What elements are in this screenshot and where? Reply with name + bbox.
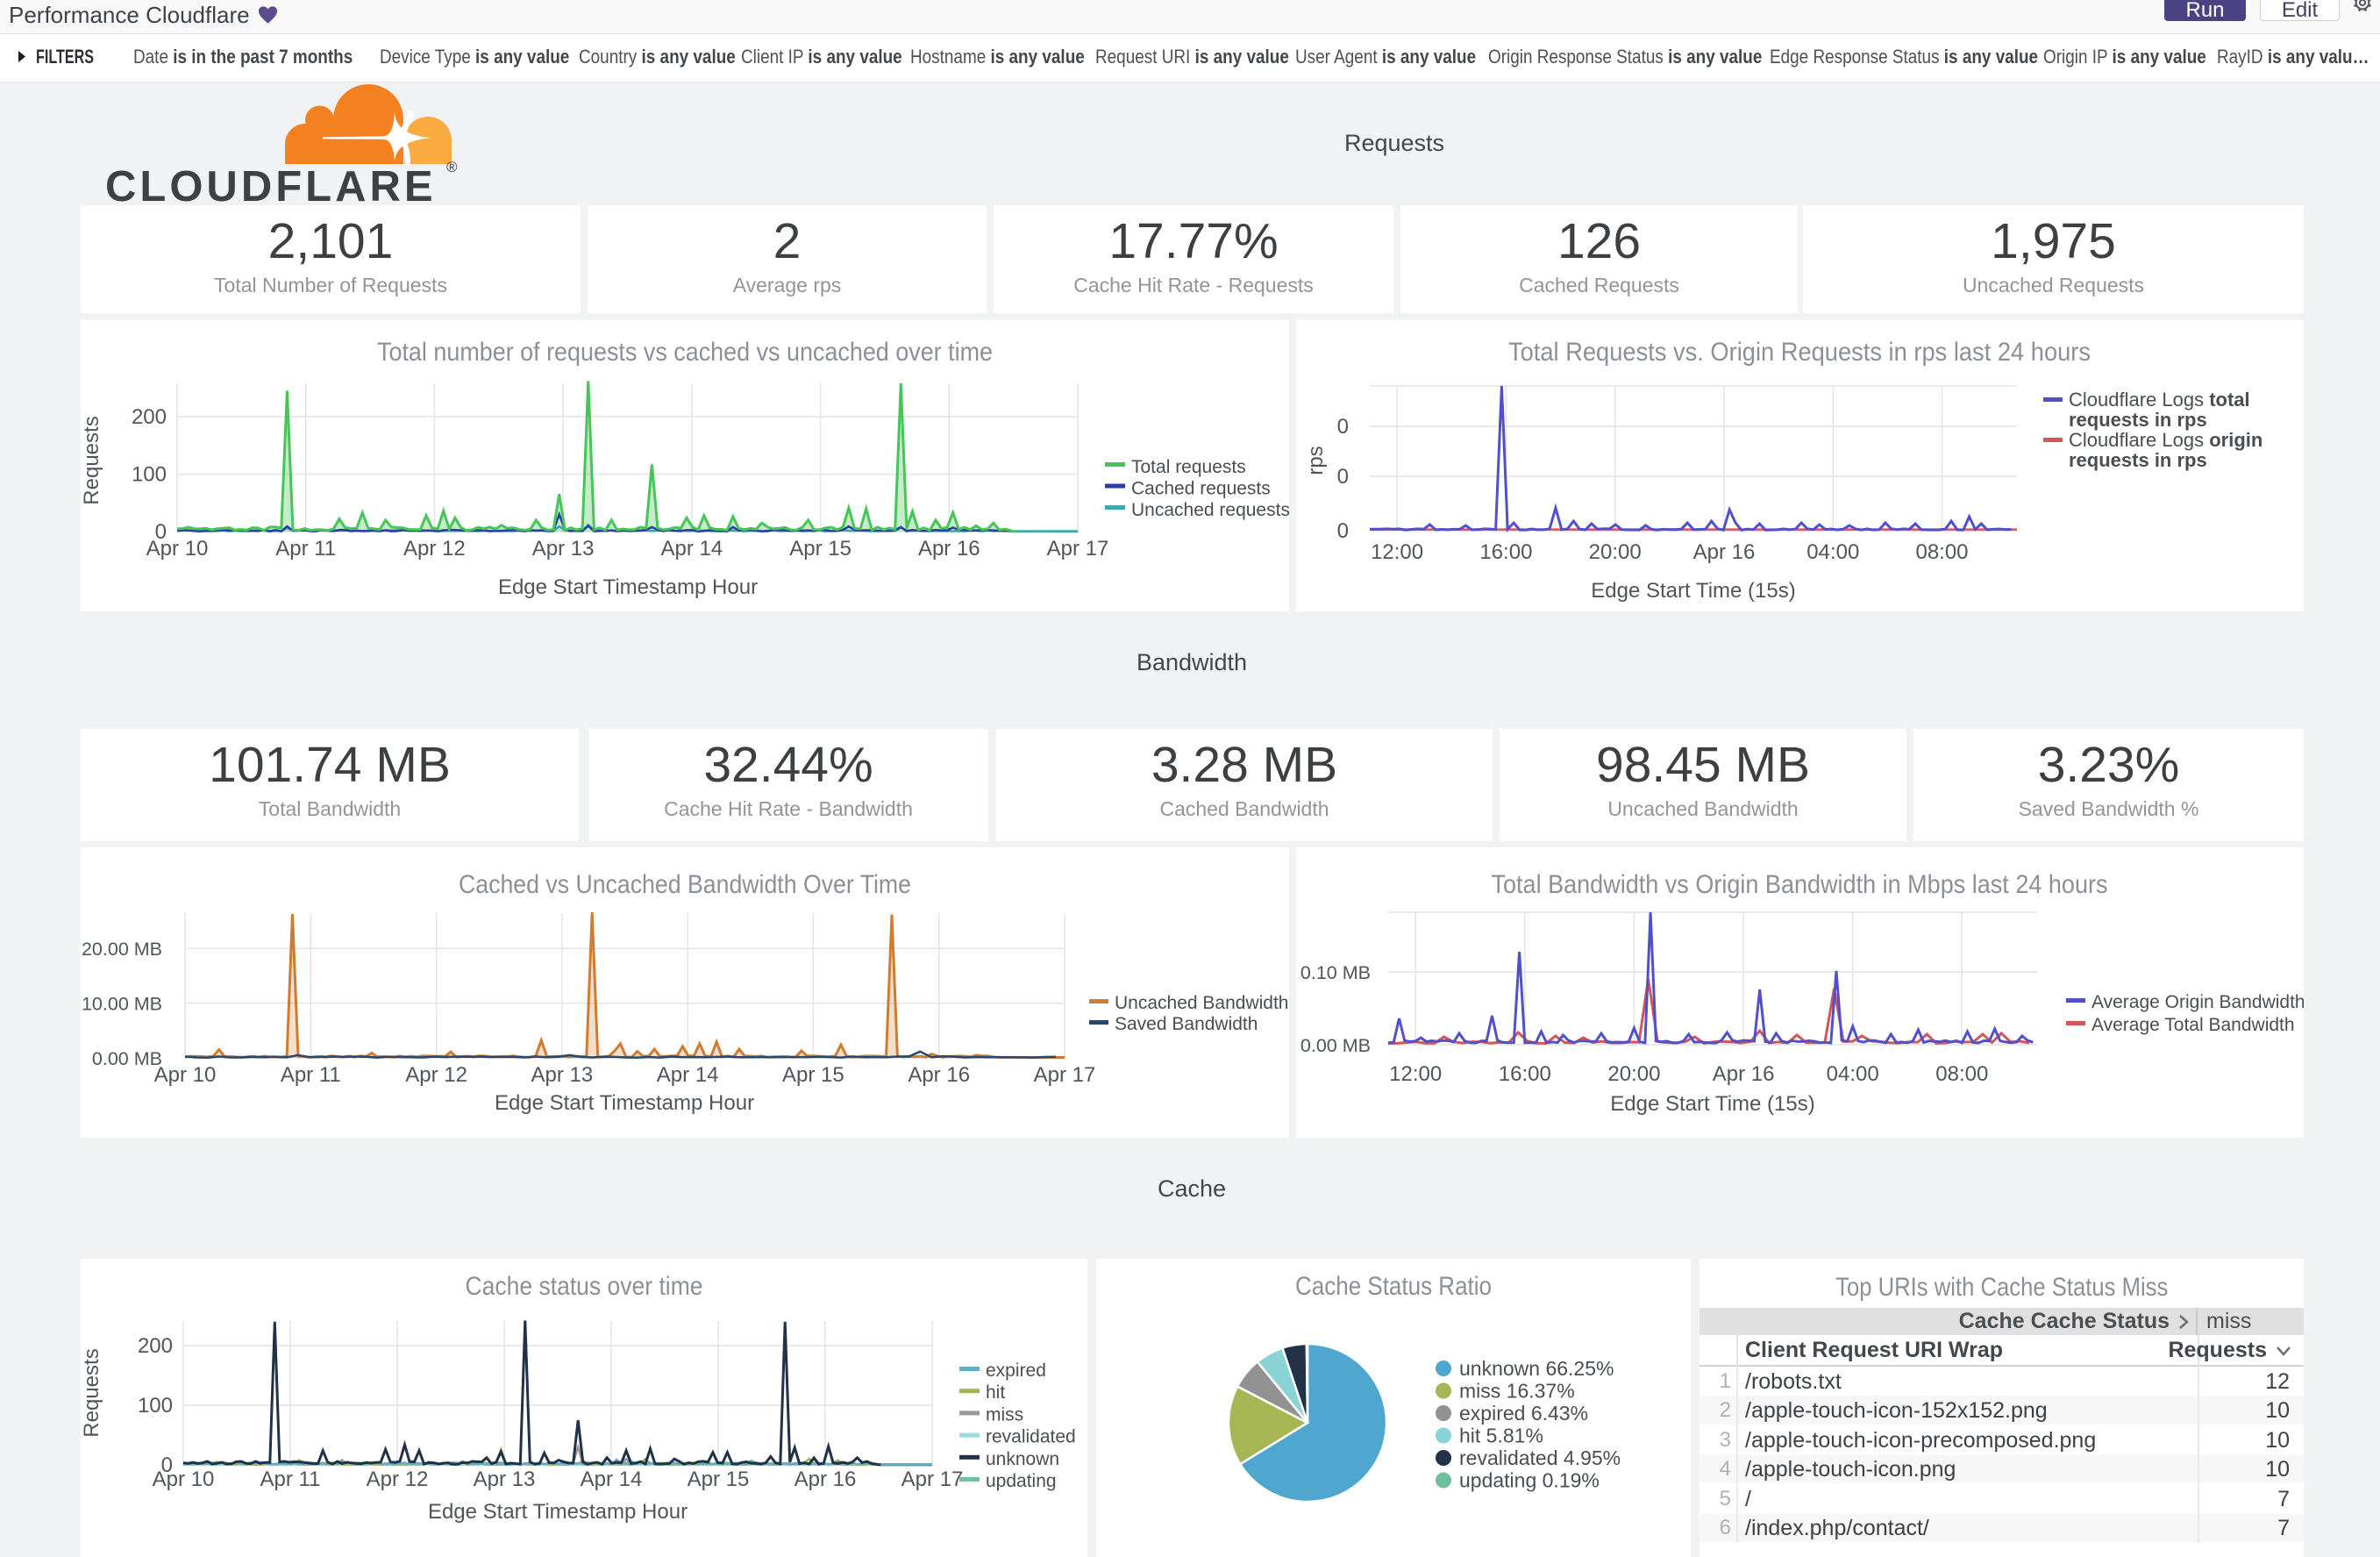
svg-text:Edge Start Timestamp Hour: Edge Start Timestamp Hour [495,1091,754,1115]
svg-text:Total Bandwidth vs Origin Band: Total Bandwidth vs Origin Bandwidth in M… [1492,870,2108,899]
svg-text:Edge Start Timestamp Hour: Edge Start Timestamp Hour [428,1500,688,1524]
svg-text:Apr 16: Apr 16 [1713,1062,1775,1086]
svg-text:Apr 13: Apr 13 [531,1063,594,1087]
svg-text:Edge Start Timestamp Hour: Edge Start Timestamp Hour [498,575,758,599]
svg-text:10.00 MB: 10.00 MB [82,994,162,1015]
svg-text:revalidated: revalidated [986,1427,1076,1447]
svg-text:Apr 13: Apr 13 [532,537,595,561]
svg-text:expired 6.43%: expired 6.43% [1459,1402,1588,1425]
svg-text:200: 200 [132,405,167,429]
svg-text:Apr 16: Apr 16 [918,537,980,561]
svg-text:0: 0 [155,520,167,544]
svg-text:Cloudflare Logs origin: Cloudflare Logs origin [2069,429,2262,451]
svg-text:08:00: 08:00 [1915,540,1968,564]
svg-text:16:00: 16:00 [1479,540,1532,564]
svg-text:08:00: 08:00 [1935,1062,1988,1086]
svg-text:04:00: 04:00 [1806,540,1859,564]
svg-text:expired: expired [986,1361,1046,1381]
svg-text:0: 0 [1337,519,1349,543]
svg-text:Apr 10: Apr 10 [154,1063,217,1087]
svg-text:04:00: 04:00 [1827,1062,1879,1086]
svg-text:Apr 12: Apr 12 [405,1063,467,1087]
svg-text:Saved Bandwidth: Saved Bandwidth [1115,1014,1258,1034]
svg-text:Apr 14: Apr 14 [581,1468,643,1491]
svg-text:200: 200 [138,1334,173,1358]
svg-text:Total number of requests vs ca: Total number of requests vs cached vs un… [377,338,993,367]
svg-text:20.00 MB: 20.00 MB [82,939,162,960]
svg-text:Apr 16: Apr 16 [1693,540,1756,564]
svg-text:hit: hit [986,1382,1005,1403]
svg-text:Apr 17: Apr 17 [901,1468,964,1491]
svg-text:100: 100 [132,463,167,487]
svg-text:unknown 66.25%: unknown 66.25% [1459,1357,1614,1380]
svg-text:Total requests: Total requests [1131,457,1246,477]
svg-text:Total Requests vs. Origin Requ: Total Requests vs. Origin Requests in rp… [1508,338,2091,367]
svg-text:miss 16.37%: miss 16.37% [1459,1380,1575,1403]
svg-text:Cloudflare Logs total: Cloudflare Logs total [2069,389,2250,411]
svg-text:rps: rps [1304,446,1328,475]
svg-text:updating: updating [986,1471,1057,1491]
svg-text:0: 0 [1337,415,1349,439]
svg-text:0: 0 [161,1453,173,1477]
svg-text:Apr 17: Apr 17 [1047,537,1109,561]
svg-text:Average Total Bandwidth: Average Total Bandwidth [2091,1015,2295,1035]
svg-text:Apr 10: Apr 10 [153,1468,215,1491]
svg-text:Requests: Requests [81,1348,103,1437]
svg-text:Apr 11: Apr 11 [275,537,336,561]
svg-text:12:00: 12:00 [1389,1062,1442,1086]
svg-text:Uncached Bandwidth: Uncached Bandwidth [1115,993,1288,1013]
svg-text:hit 5.81%: hit 5.81% [1459,1425,1543,1447]
svg-text:Apr 15: Apr 15 [789,537,852,561]
svg-text:requests in rps: requests in rps [2069,449,2207,471]
svg-text:Apr 11: Apr 11 [260,1468,321,1491]
svg-text:Apr 12: Apr 12 [403,537,466,561]
svg-text:revalidated 4.95%: revalidated 4.95% [1459,1446,1621,1469]
svg-text:Apr 16: Apr 16 [908,1063,970,1087]
svg-text:Apr 10: Apr 10 [146,537,209,561]
svg-text:updating 0.19%: updating 0.19% [1459,1469,1600,1492]
svg-text:0: 0 [1337,465,1349,489]
svg-text:0.10 MB: 0.10 MB [1300,962,1371,983]
svg-text:Edge Start Time (15s): Edge Start Time (15s) [1591,579,1795,603]
svg-text:®: ® [446,159,458,175]
svg-text:20:00: 20:00 [1607,1062,1660,1086]
svg-text:Apr 15: Apr 15 [688,1468,750,1491]
svg-text:Apr 14: Apr 14 [661,537,723,561]
svg-text:Uncached requests: Uncached requests [1131,500,1289,520]
svg-text:16:00: 16:00 [1499,1062,1551,1086]
svg-text:12:00: 12:00 [1371,540,1423,564]
svg-text:Cached vs Uncached Bandwidth O: Cached vs Uncached Bandwidth Over Time [459,870,911,899]
svg-text:requests in rps: requests in rps [2069,409,2207,431]
svg-text:0.00 MB: 0.00 MB [1300,1035,1371,1056]
svg-text:20:00: 20:00 [1589,540,1642,564]
svg-text:Apr 17: Apr 17 [1034,1063,1096,1087]
svg-text:Edge Start Time (15s): Edge Start Time (15s) [1610,1092,1814,1116]
svg-text:Apr 13: Apr 13 [474,1468,536,1491]
svg-text:Requests: Requests [81,416,103,504]
svg-text:100: 100 [138,1394,173,1418]
svg-text:Apr 16: Apr 16 [795,1468,857,1491]
svg-text:Apr 15: Apr 15 [782,1063,844,1087]
svg-text:miss: miss [986,1404,1023,1425]
svg-text:Apr 12: Apr 12 [367,1468,429,1491]
svg-text:0.00 MB: 0.00 MB [92,1048,162,1069]
svg-text:Cache Status Ratio: Cache Status Ratio [1295,1272,1492,1301]
svg-text:Cached requests: Cached requests [1131,479,1271,499]
svg-text:Apr 14: Apr 14 [657,1063,719,1087]
svg-text:Average Origin Bandwidth: Average Origin Bandwidth [2091,992,2304,1012]
svg-text:Cache status over time: Cache status over time [466,1272,703,1301]
svg-text:CLOUDFLARE: CLOUDFLARE [105,163,437,205]
svg-text:Apr 11: Apr 11 [281,1063,341,1087]
svg-text:unknown: unknown [986,1449,1059,1469]
